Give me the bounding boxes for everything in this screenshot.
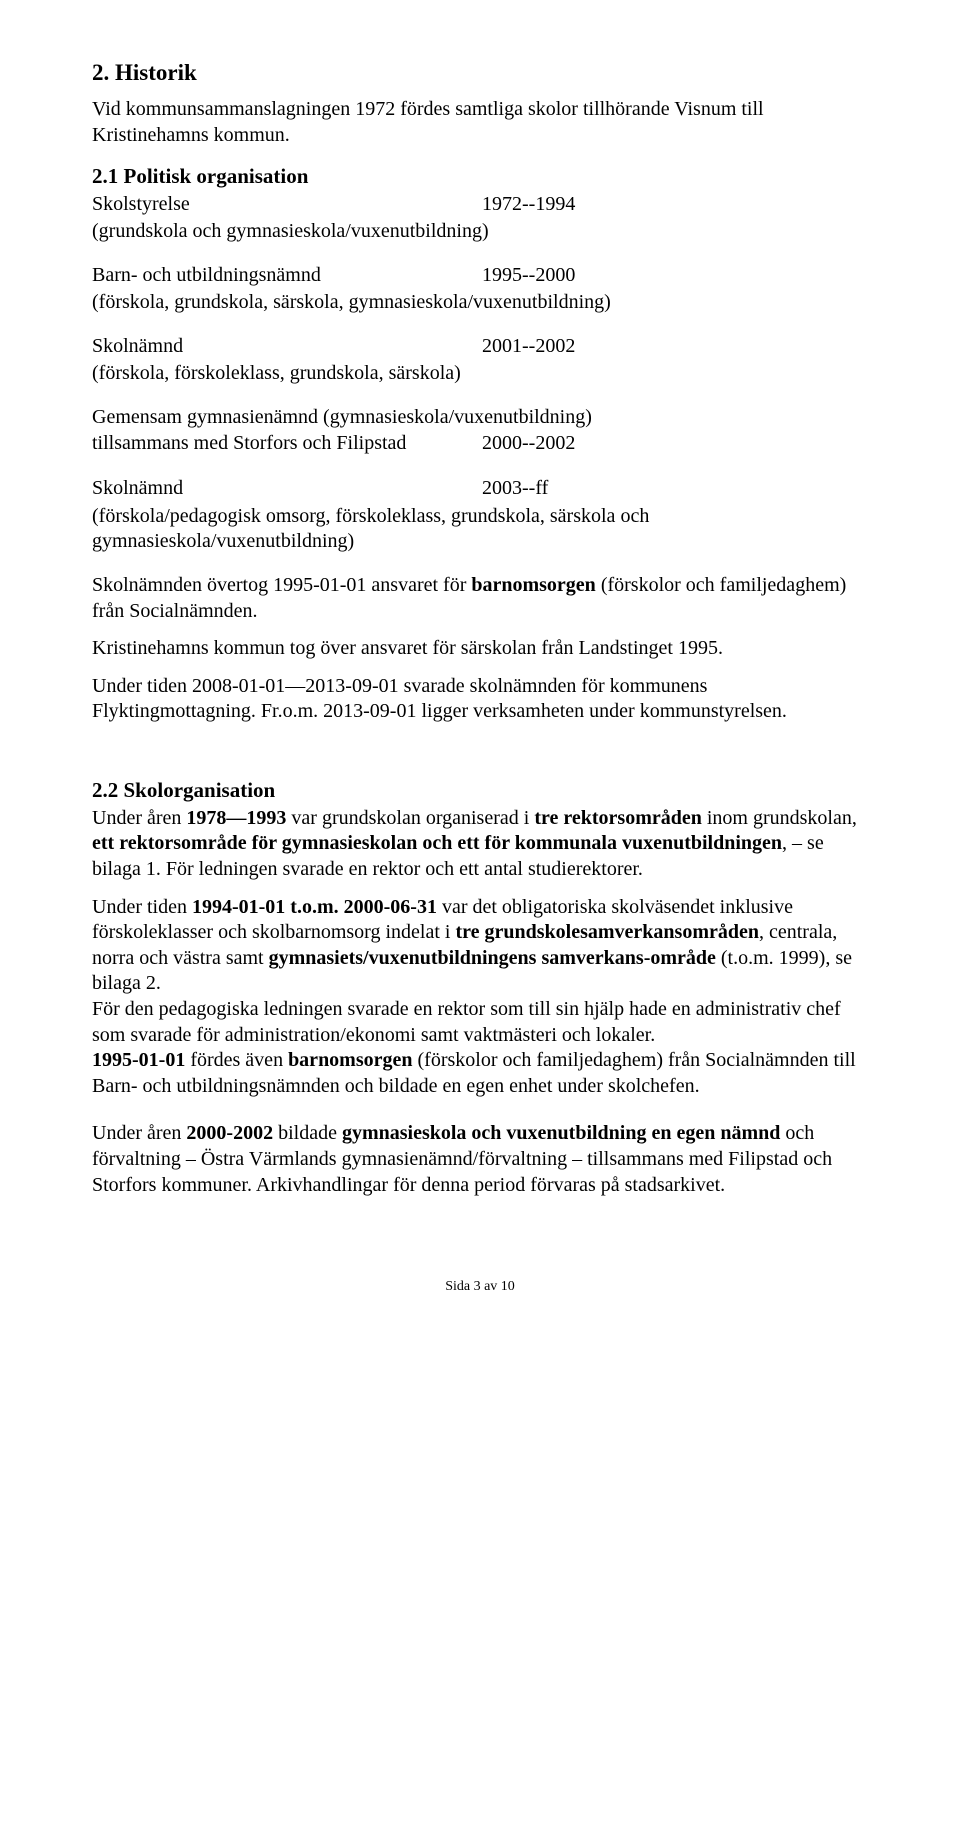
landstinget-para: Kristinehamns kommun tog över ansvaret f… bbox=[92, 636, 868, 662]
skolnamnd1-paren: (förskola, förskoleklass, grundskola, sä… bbox=[92, 361, 868, 387]
p1-pre: Under åren bbox=[92, 807, 186, 829]
p1-mid2: inom grundskolan, bbox=[702, 807, 857, 829]
p2c-mid: fördes även bbox=[185, 1049, 288, 1071]
skolnamnd1-years: 2001--2002 bbox=[482, 334, 868, 360]
p2-bold2: gymnasiets/vuxenutbildningens samverkans… bbox=[269, 947, 716, 969]
skolorg-p2b: För den pedagogiska ledningen svarade en… bbox=[92, 997, 868, 1048]
row-skolstyrelse: Skolstyrelse 1972--1994 bbox=[92, 192, 868, 218]
row-gemensam: tillsammans med Storfors och Filipstad 2… bbox=[92, 431, 868, 457]
p1-years: 1978—1993 bbox=[186, 807, 286, 829]
gemensam-line1: Gemensam gymnasienämnd (gymnasieskola/vu… bbox=[92, 405, 868, 431]
gemensam-years: 2000--2002 bbox=[482, 431, 868, 457]
p3-pre: Under åren bbox=[92, 1122, 186, 1144]
overtog-para: Skolnämnden övertog 1995-01-01 ansvaret … bbox=[92, 573, 868, 624]
heading-skolorg: 2.2 Skolorganisation bbox=[92, 777, 868, 804]
p2-bold-years: 1994-01-01 t.o.m. 2000-06-31 bbox=[192, 896, 437, 918]
skolnamnd1-label: Skolnämnd bbox=[92, 334, 482, 360]
skolnamnd2-years: 2003--ff bbox=[482, 476, 868, 502]
row-skolnamnd1: Skolnämnd 2001--2002 bbox=[92, 334, 868, 360]
skolstyrelse-paren: (grundskola och gymnasieskola/vuxenutbil… bbox=[92, 219, 868, 245]
p3-mid1: bildade bbox=[273, 1122, 342, 1144]
p3-bold1: gymnasieskola och vuxenutbildning en ege… bbox=[342, 1122, 780, 1144]
historik-intro: Vid kommunsammanslagningen 1972 fördes s… bbox=[92, 97, 868, 148]
p3-years: 2000-2002 bbox=[186, 1122, 273, 1144]
skolorg-p3: Under åren 2000-2002 bildade gymnasiesko… bbox=[92, 1121, 868, 1198]
p2c-bold2: barnomsorgen bbox=[288, 1049, 412, 1071]
p2-bold1: tre grundskolesamverkansområden bbox=[455, 921, 759, 943]
skolorg-p1: Under åren 1978—1993 var grundskolan org… bbox=[92, 806, 868, 883]
page: 2. Historik Vid kommunsammanslagningen 1… bbox=[0, 0, 960, 1825]
barn-paren: (förskola, grundskola, särskola, gymnasi… bbox=[92, 290, 868, 316]
heading-politisk: 2.1 Politisk organisation bbox=[92, 163, 868, 190]
p1-bold1: tre rektorsområden bbox=[534, 807, 702, 829]
p2-pre: Under tiden bbox=[92, 896, 192, 918]
p2c-bold: 1995-01-01 bbox=[92, 1049, 185, 1071]
row-barn: Barn- och utbildningsnämnd 1995--2000 bbox=[92, 263, 868, 289]
skolstyrelse-label: Skolstyrelse bbox=[92, 192, 482, 218]
p1-bold2: ett rektorsområde för gymnasieskolan och… bbox=[92, 832, 782, 854]
skolnamnd2-paren: (förskola/pedagogisk omsorg, förskolekla… bbox=[92, 504, 868, 555]
page-footer: Sida 3 av 10 bbox=[92, 1278, 868, 1296]
flykting-para: Under tiden 2008-01-01—2013-09-01 svarad… bbox=[92, 674, 868, 725]
row-skolnamnd2: Skolnämnd 2003--ff bbox=[92, 476, 868, 502]
skolstyrelse-years: 1972--1994 bbox=[482, 192, 868, 218]
p1-mid1: var grundskolan organiserad i bbox=[286, 807, 534, 829]
skolnamnd2-label: Skolnämnd bbox=[92, 476, 482, 502]
barn-years: 1995--2000 bbox=[482, 263, 868, 289]
skolorg-p2c: 1995-01-01 fördes även barnomsorgen (för… bbox=[92, 1048, 868, 1099]
overtog-bold: barnomsorgen bbox=[471, 574, 595, 596]
heading-historik: 2. Historik bbox=[92, 58, 868, 87]
skolorg-p2: Under tiden 1994-01-01 t.o.m. 2000-06-31… bbox=[92, 895, 868, 997]
gemensam-left: tillsammans med Storfors och Filipstad bbox=[92, 431, 482, 457]
barn-label: Barn- och utbildningsnämnd bbox=[92, 263, 482, 289]
overtog-pre: Skolnämnden övertog 1995-01-01 ansvaret … bbox=[92, 574, 471, 596]
